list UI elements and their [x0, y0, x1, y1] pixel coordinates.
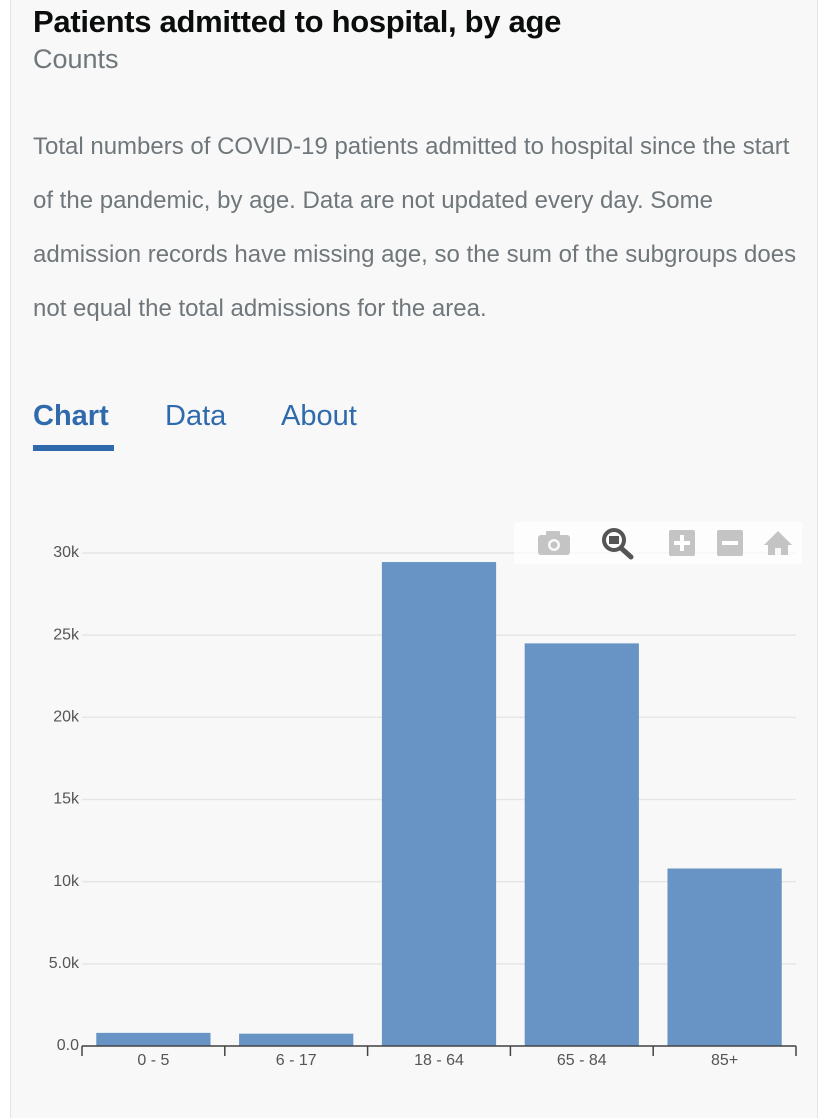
camera-icon[interactable]	[538, 531, 570, 555]
plot-area: 0.0 5.0k 10k 15k 20k 25k 30k 0 - 5 6 - 17 18 - 64…	[49, 544, 797, 1069]
y-tick-label: 25k	[53, 626, 80, 643]
tab-underline	[33, 445, 114, 451]
y-tick-label: 30k	[53, 544, 80, 561]
x-tick-label: 18 - 64	[414, 1052, 464, 1069]
zoom-out-icon[interactable]	[717, 530, 743, 556]
x-tick-label: 85+	[711, 1052, 738, 1069]
x-tick-label: 65 - 84	[557, 1052, 607, 1069]
y-tick-label: 0.0	[57, 1037, 79, 1054]
home-icon[interactable]	[764, 531, 792, 555]
bar	[667, 868, 782, 1046]
title: Patients admitted to hospital, by age	[33, 4, 562, 39]
y-tick-label: 20k	[53, 709, 80, 726]
toolbar	[514, 522, 802, 564]
bar	[381, 562, 497, 1046]
bar	[524, 643, 639, 1046]
zoom-in-icon[interactable]	[669, 530, 695, 556]
x-tick-label: 0 - 5	[137, 1052, 169, 1069]
y-tick-label: 5.0k	[49, 955, 80, 972]
y-tick-label: 10k	[53, 873, 80, 890]
tab-about[interactable]: About	[281, 400, 357, 432]
description: Total numbers of COVID-19 patients admit…	[33, 133, 797, 322]
x-tick-label: 6 - 17	[276, 1052, 317, 1069]
bar	[96, 1032, 211, 1046]
zoom-icon[interactable]	[602, 528, 634, 560]
tab-data[interactable]: Data	[165, 400, 227, 432]
subtitle: Counts	[33, 44, 119, 74]
y-tick-label: 15k	[53, 791, 80, 808]
bar	[239, 1033, 354, 1046]
tab-chart[interactable]: Chart	[33, 400, 109, 432]
